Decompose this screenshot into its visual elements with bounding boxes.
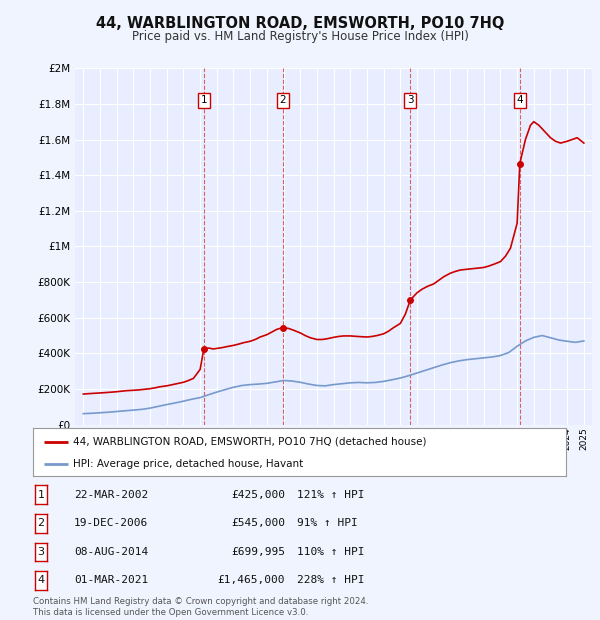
Text: 22-MAR-2002: 22-MAR-2002	[74, 490, 148, 500]
Text: 4: 4	[37, 575, 44, 585]
Text: 91% ↑ HPI: 91% ↑ HPI	[297, 518, 358, 528]
Text: Contains HM Land Registry data © Crown copyright and database right 2024.
This d: Contains HM Land Registry data © Crown c…	[33, 598, 368, 617]
Text: 01-MAR-2021: 01-MAR-2021	[74, 575, 148, 585]
Text: £545,000: £545,000	[231, 518, 285, 528]
Text: 110% ↑ HPI: 110% ↑ HPI	[297, 547, 365, 557]
Text: £425,000: £425,000	[231, 490, 285, 500]
Text: 1: 1	[200, 95, 207, 105]
Text: £1,465,000: £1,465,000	[218, 575, 285, 585]
Text: Price paid vs. HM Land Registry's House Price Index (HPI): Price paid vs. HM Land Registry's House …	[131, 30, 469, 43]
Text: 2: 2	[280, 95, 286, 105]
Text: 44, WARBLINGTON ROAD, EMSWORTH, PO10 7HQ: 44, WARBLINGTON ROAD, EMSWORTH, PO10 7HQ	[96, 16, 504, 31]
Text: 19-DEC-2006: 19-DEC-2006	[74, 518, 148, 528]
Text: £699,995: £699,995	[231, 547, 285, 557]
Text: 121% ↑ HPI: 121% ↑ HPI	[297, 490, 365, 500]
Text: 2: 2	[37, 518, 44, 528]
Text: 44, WARBLINGTON ROAD, EMSWORTH, PO10 7HQ (detached house): 44, WARBLINGTON ROAD, EMSWORTH, PO10 7HQ…	[73, 436, 427, 446]
Text: 08-AUG-2014: 08-AUG-2014	[74, 547, 148, 557]
Text: 3: 3	[407, 95, 413, 105]
Text: 228% ↑ HPI: 228% ↑ HPI	[297, 575, 365, 585]
Text: 1: 1	[37, 490, 44, 500]
Text: 3: 3	[37, 547, 44, 557]
Text: 4: 4	[517, 95, 523, 105]
Text: HPI: Average price, detached house, Havant: HPI: Average price, detached house, Hava…	[73, 459, 303, 469]
